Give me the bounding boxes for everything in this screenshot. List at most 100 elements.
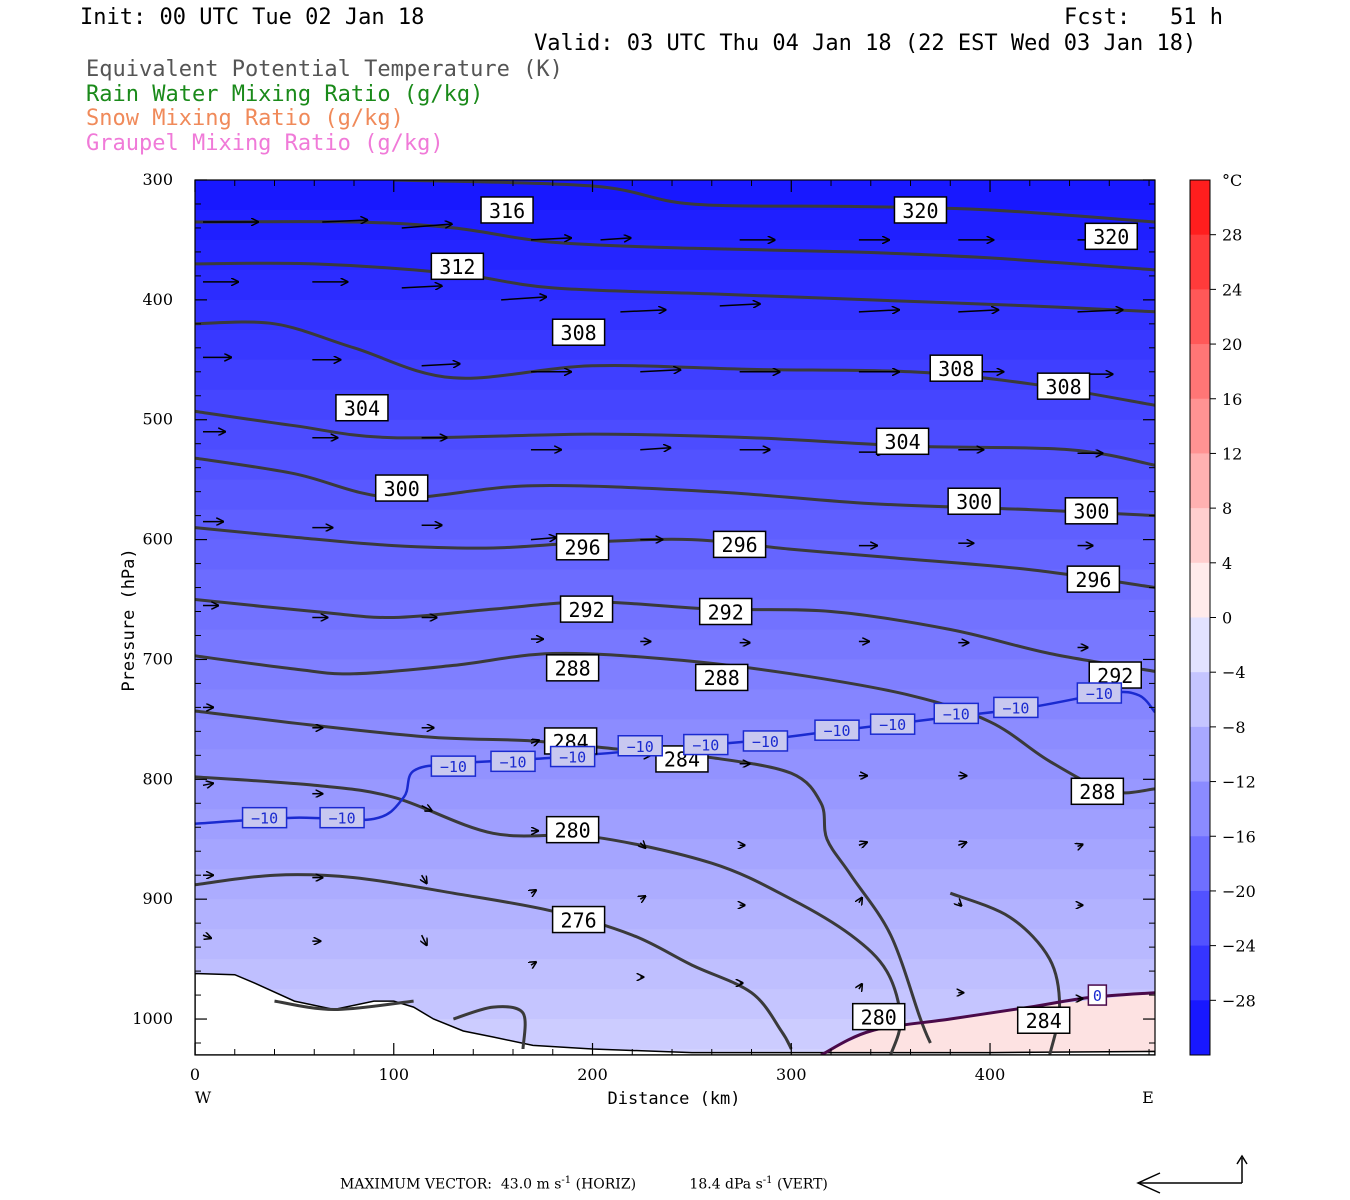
- colorbar-swatch: [1190, 1000, 1210, 1056]
- fill-band: [195, 779, 1155, 811]
- terrain: [195, 972, 1155, 1055]
- theta-e-label-text: 296: [565, 536, 601, 560]
- theta-e-label: 280: [545, 815, 600, 844]
- theta-e-label-box: [335, 393, 389, 422]
- theta-e-label: 300: [1064, 497, 1119, 525]
- isotherm-label-text: −10: [1086, 685, 1113, 703]
- theta-e-label-text: 312: [439, 255, 475, 279]
- theta-e-label-box: [1084, 222, 1139, 251]
- y-tick-label: 400: [142, 290, 173, 309]
- exp-horiz: -1: [561, 1175, 572, 1186]
- fill-band: [195, 569, 1155, 601]
- theta-e-label: 288: [1070, 777, 1125, 806]
- theta-e-label: 316: [480, 196, 534, 224]
- wind-vector: [421, 806, 432, 811]
- wind-vector: [1078, 844, 1083, 846]
- valid-time: Valid: 03 UTC Thu 04 Jan 18 (22 EST Wed …: [534, 31, 1197, 56]
- theta-e-label-text: 276: [561, 908, 597, 932]
- x-tick-label: 400: [975, 1065, 1006, 1084]
- theta-e-label-text: 316: [489, 199, 525, 223]
- fill-band: [195, 959, 1155, 991]
- theta-e-label-box: [851, 1002, 906, 1031]
- zero-label-text: 0: [1093, 987, 1102, 1005]
- colorbar-swatch: [1190, 781, 1210, 837]
- isotherm-label-box: [1076, 682, 1123, 704]
- terrain-surface: [195, 972, 1155, 1055]
- zero-label-box: [1087, 984, 1108, 1006]
- isotherm-label-box: [742, 730, 789, 752]
- colorbar-label: −20: [1222, 882, 1256, 901]
- theta-e-label: 300: [374, 474, 429, 502]
- isotherm-label-box: [319, 806, 365, 829]
- wind-vector: [958, 903, 961, 906]
- theta-e-label-box: [875, 427, 930, 456]
- fill-band: [195, 629, 1155, 661]
- theta-e-label-text: 280: [555, 818, 591, 842]
- horiz-suffix: (HORIZ): [571, 1176, 637, 1193]
- colorbar-label: 28: [1222, 226, 1242, 245]
- colorbar-label: −24: [1222, 937, 1256, 956]
- theta-e-label: 308: [1036, 372, 1091, 400]
- isotherm-label: −10: [993, 696, 1039, 719]
- theta-e-label: 292: [698, 597, 753, 626]
- y-tick-label: 800: [142, 769, 173, 788]
- y-tick-label: 700: [142, 649, 173, 668]
- theta-e-label-text: 288: [555, 657, 591, 681]
- wind-vector: [859, 898, 862, 903]
- wind-vector: [501, 297, 546, 300]
- temperature-fill: [195, 180, 1155, 1055]
- theta-e-label-text: 308: [561, 321, 597, 345]
- theta-e-label-text: 292: [568, 598, 604, 622]
- isotherm-label-text: −10: [329, 810, 356, 828]
- colorbar-swatch: [1190, 289, 1210, 345]
- x-tick-label: 300: [776, 1065, 807, 1084]
- wind-vector: [1077, 310, 1123, 312]
- isotherm-label-text: −10: [251, 810, 278, 828]
- theta-e-label-text: 320: [1093, 225, 1129, 249]
- theta-e-label: 304: [875, 427, 930, 456]
- colorbar-label: −8: [1222, 718, 1246, 737]
- theta-e-label-text: 300: [1073, 500, 1109, 524]
- isotherm-label-text: −10: [559, 749, 586, 767]
- y-tick-label: 500: [142, 410, 173, 429]
- theta-e-label: 276: [551, 905, 606, 934]
- wind-vector: [202, 783, 213, 785]
- fill-band: [195, 899, 1155, 931]
- theta-e-label: 280: [851, 1002, 906, 1031]
- isotherm-label-text: −10: [879, 716, 906, 734]
- theta-e-label: 320: [893, 196, 948, 224]
- isotherm-label: −10: [430, 755, 477, 777]
- legend-snow: Snow Mixing Ratio (g/kg): [86, 106, 404, 131]
- colorbar-swatch: [1190, 344, 1210, 400]
- wind-vector: [422, 934, 427, 945]
- isotherm-label-text: −10: [440, 758, 467, 776]
- init-time: Init: 00 UTC Tue 02 Jan 18: [80, 5, 425, 30]
- wind-vector: [640, 896, 645, 899]
- isotherm-label: −10: [869, 713, 916, 735]
- theta-e-label-text: 304: [885, 430, 921, 454]
- max-vector-horiz: MAXIMUM VECTOR: 43.0 m s: [340, 1176, 562, 1193]
- fill-band: [195, 479, 1155, 511]
- isotherm-label-text: −10: [627, 738, 654, 756]
- theta-e-label-text: 280: [861, 1005, 897, 1029]
- east-label: E: [1142, 1088, 1154, 1107]
- colorbar-swatch: [1190, 836, 1210, 892]
- wind-vector: [401, 224, 452, 229]
- isotherm-label: −10: [617, 735, 663, 757]
- isotherm-label-text: −10: [1002, 699, 1029, 717]
- fill-band: [195, 359, 1155, 391]
- theta-e-contour: [195, 261, 1155, 314]
- isotherm-label-box: [869, 713, 916, 735]
- isotherm-label-box: [933, 702, 979, 725]
- theta-e-label-text: 308: [1046, 375, 1082, 399]
- fill-band: [195, 539, 1155, 571]
- theta-e-label-text: 300: [384, 477, 420, 501]
- legend-ept: Equivalent Potential Temperature (K): [86, 57, 563, 82]
- colorbar-label: 24: [1222, 280, 1242, 299]
- theta-e-label-text: 288: [1079, 780, 1115, 804]
- colorbar-label: −12: [1222, 773, 1256, 792]
- isotherm-label-text: −10: [943, 705, 970, 723]
- colorbar-swatch: [1190, 453, 1210, 509]
- max-vector-note: MAXIMUM VECTOR: 43.0 m s-1 (HORIZ) 18.4 …: [340, 1175, 828, 1193]
- legend-graupel: Graupel Mixing Ratio (g/kg): [86, 131, 444, 156]
